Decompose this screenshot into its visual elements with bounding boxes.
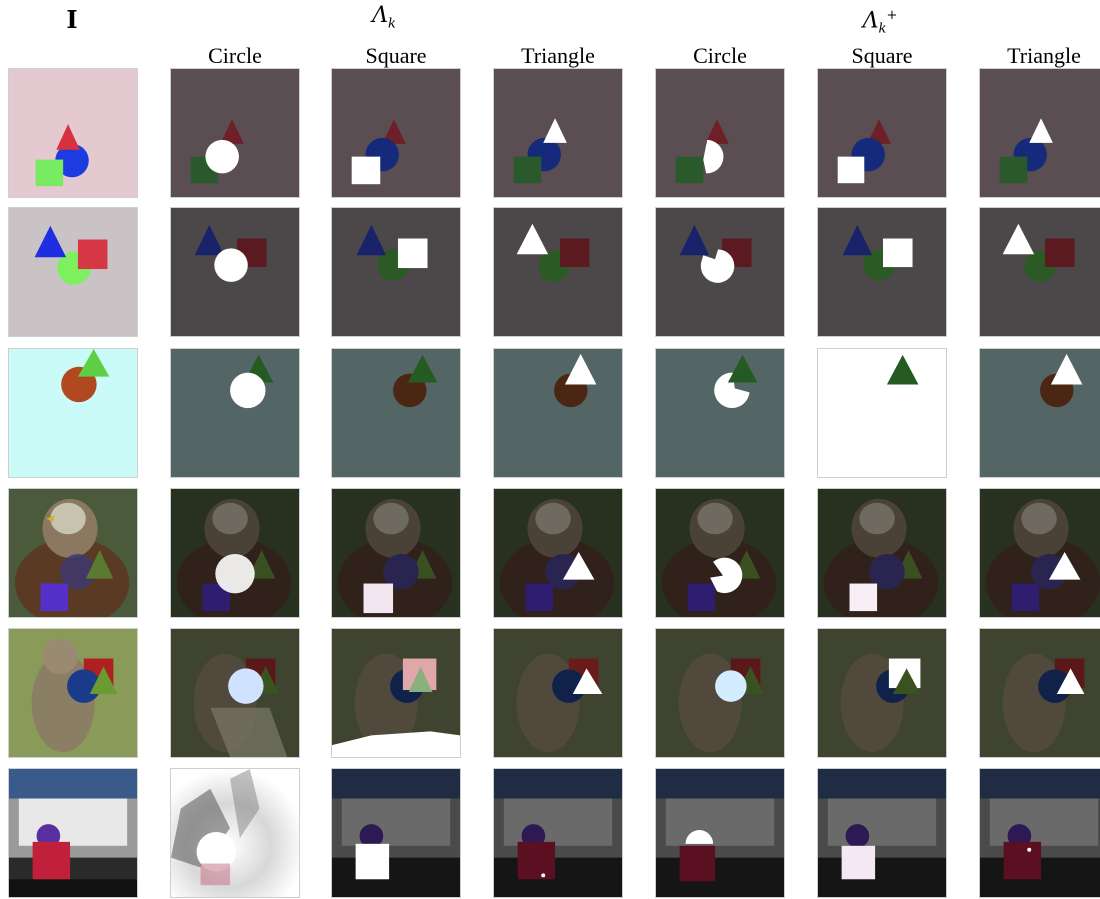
lambda-k-plus-superscript: + bbox=[886, 8, 898, 23]
row5-lambda-triangle bbox=[493, 628, 623, 758]
row1-lambda-plus-triangle bbox=[979, 68, 1100, 198]
row3-lambda-plus-triangle bbox=[979, 348, 1100, 478]
row2-lambda-triangle bbox=[493, 207, 623, 337]
row5-input-image bbox=[8, 628, 138, 758]
row1-lambda-plus-square bbox=[817, 68, 947, 198]
col-header-circle-1: Circle bbox=[208, 43, 262, 68]
row2-lambda-square bbox=[331, 207, 461, 337]
row2-lambda-plus-circle bbox=[655, 207, 785, 337]
row4-lambda-circle bbox=[170, 488, 300, 618]
row6-lambda-plus-square bbox=[817, 768, 947, 898]
lambda-k-symbol: Λ bbox=[372, 3, 388, 28]
lambda-k-plus-symbol: Λ bbox=[862, 8, 879, 34]
row1-lambda-square bbox=[331, 68, 461, 198]
row6-lambda-triangle bbox=[493, 768, 623, 898]
lambda-k-header: Λk bbox=[324, 4, 444, 36]
row4-lambda-square bbox=[331, 488, 461, 618]
col-header-square-1: Square bbox=[365, 43, 427, 68]
row1-lambda-plus-circle bbox=[655, 68, 785, 198]
row4-lambda-plus-square bbox=[817, 488, 947, 618]
col-header-triangle-1: Triangle bbox=[521, 43, 595, 68]
row1-lambda-triangle bbox=[493, 68, 623, 198]
row5-lambda-plus-triangle bbox=[979, 628, 1100, 758]
row6-lambda-circle bbox=[170, 768, 300, 898]
row2-input-image bbox=[8, 207, 138, 337]
row4-input-image bbox=[8, 488, 138, 618]
row4-lambda-plus-triangle bbox=[979, 488, 1100, 618]
col-header-triangle-2: Triangle bbox=[1007, 43, 1081, 68]
row4-lambda-plus-circle bbox=[655, 488, 785, 618]
row4-lambda-triangle bbox=[493, 488, 623, 618]
row5-lambda-plus-circle bbox=[655, 628, 785, 758]
row6-lambda-plus-circle bbox=[655, 768, 785, 898]
row3-lambda-circle bbox=[170, 348, 300, 478]
row3-lambda-plus-circle bbox=[655, 348, 785, 478]
lambda-k-plus-header: Λk+ bbox=[820, 4, 940, 42]
row6-lambda-plus-triangle bbox=[979, 768, 1100, 898]
row1-input-image bbox=[8, 68, 138, 198]
col-header-circle-2: Circle bbox=[693, 43, 747, 68]
row3-lambda-square bbox=[331, 348, 461, 478]
row3-input-image bbox=[8, 348, 138, 478]
row6-lambda-square bbox=[331, 768, 461, 898]
lambda-k-subscript: k bbox=[388, 16, 396, 32]
lambda-k-plus-subscript: k bbox=[878, 21, 887, 37]
row5-lambda-plus-square bbox=[817, 628, 947, 758]
row1-lambda-circle bbox=[170, 68, 300, 198]
row3-lambda-plus-square bbox=[817, 348, 947, 478]
row5-lambda-circle bbox=[170, 628, 300, 758]
col-header-square-2: Square bbox=[851, 43, 913, 68]
row5-lambda-square bbox=[331, 628, 461, 758]
row6-input-image bbox=[8, 768, 138, 898]
row2-lambda-plus-triangle bbox=[979, 207, 1100, 337]
row3-lambda-triangle bbox=[493, 348, 623, 478]
row2-lambda-circle bbox=[170, 207, 300, 337]
input-column-header: I bbox=[66, 5, 78, 34]
row2-lambda-plus-square bbox=[817, 207, 947, 337]
